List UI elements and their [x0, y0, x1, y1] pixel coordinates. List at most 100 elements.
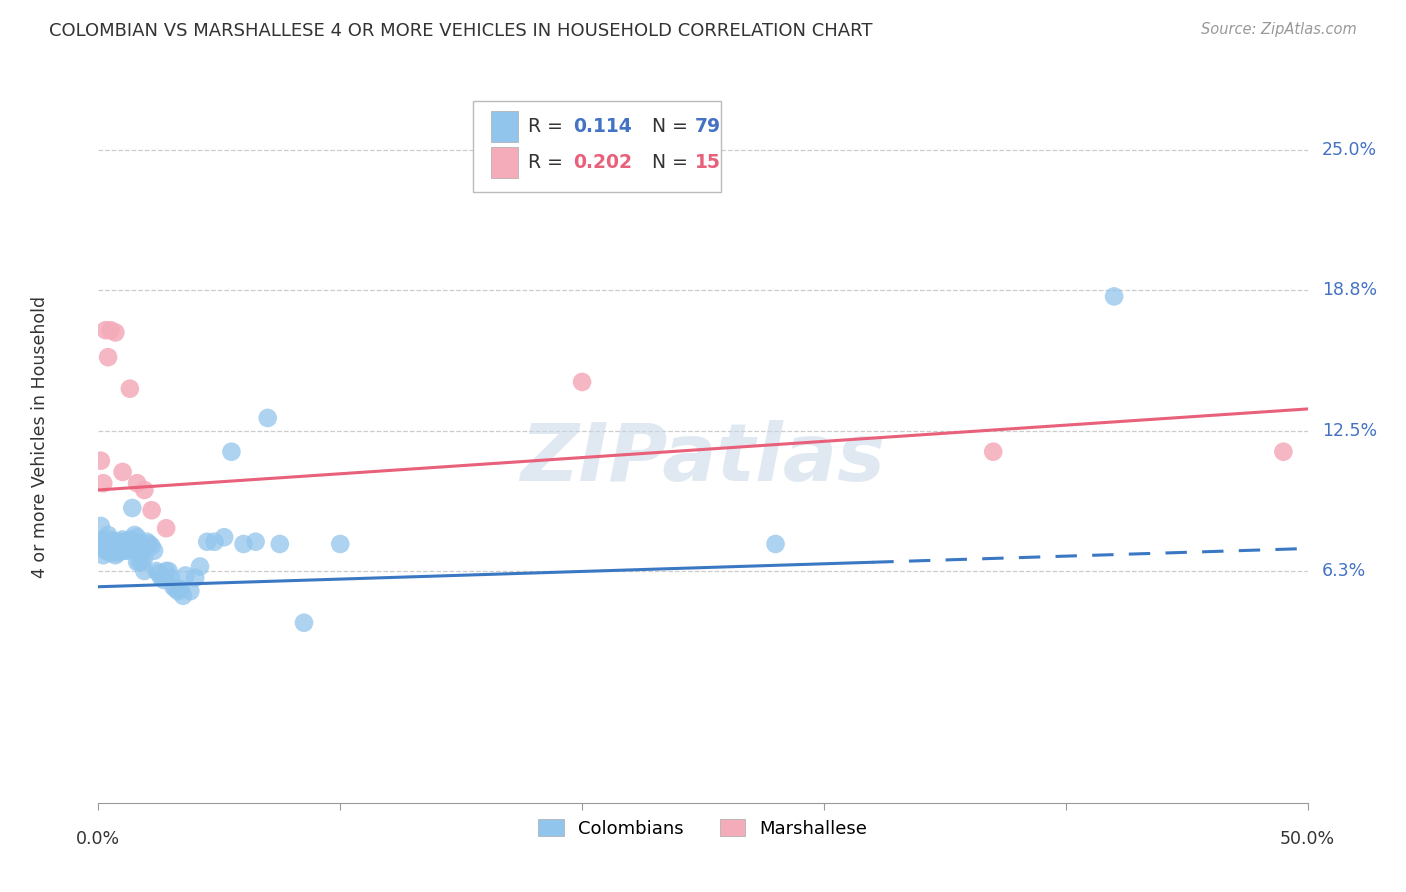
Point — [97, 543, 120, 558]
Point — [101, 543, 124, 558]
Point — [1102, 289, 1125, 303]
Point — [114, 543, 136, 558]
Point — [107, 541, 129, 556]
Point — [107, 546, 129, 560]
Point — [141, 503, 163, 517]
Point — [155, 521, 177, 535]
Point — [127, 476, 149, 491]
Text: N =: N = — [640, 117, 695, 136]
Point — [104, 534, 127, 549]
Text: R =: R = — [527, 153, 568, 172]
Text: 6.3%: 6.3% — [1322, 562, 1367, 580]
Point — [91, 533, 114, 547]
Point — [90, 537, 112, 551]
FancyBboxPatch shape — [492, 111, 517, 142]
Text: 0.202: 0.202 — [574, 153, 633, 172]
Point — [118, 533, 141, 547]
Point — [100, 323, 122, 337]
Point — [90, 519, 112, 533]
Point — [195, 534, 218, 549]
Point — [128, 555, 150, 569]
Point — [1272, 444, 1295, 458]
Point — [104, 539, 127, 553]
Point — [134, 483, 156, 497]
Point — [165, 582, 187, 596]
Point — [135, 534, 157, 549]
Text: R =: R = — [527, 117, 568, 136]
Point — [232, 537, 254, 551]
Text: 25.0%: 25.0% — [1322, 141, 1378, 159]
Text: 12.5%: 12.5% — [1322, 423, 1378, 441]
Point — [152, 573, 174, 587]
Point — [91, 548, 114, 562]
Point — [188, 559, 211, 574]
Text: 4 or more Vehicles in Household: 4 or more Vehicles in Household — [31, 296, 49, 578]
Point — [104, 326, 127, 340]
Point — [127, 555, 149, 569]
Point — [118, 382, 141, 396]
Legend: Colombians, Marshallese: Colombians, Marshallese — [531, 813, 875, 845]
Point — [204, 534, 226, 549]
Text: 0.114: 0.114 — [574, 117, 633, 136]
Point — [104, 543, 127, 558]
Point — [111, 537, 134, 551]
Point — [138, 537, 160, 551]
Text: 15: 15 — [695, 153, 720, 172]
Point — [174, 568, 197, 582]
Point — [212, 530, 235, 544]
Point — [91, 476, 114, 491]
Point — [160, 571, 183, 585]
Point — [157, 564, 180, 578]
Point — [104, 548, 127, 562]
Text: 50.0%: 50.0% — [1279, 830, 1336, 847]
Point — [167, 584, 190, 599]
Point — [97, 528, 120, 542]
Point — [121, 534, 143, 549]
Point — [134, 564, 156, 578]
Point — [128, 539, 150, 553]
Point — [134, 550, 156, 565]
Point — [114, 534, 136, 549]
Point — [111, 541, 134, 556]
Point — [101, 534, 124, 549]
Point — [145, 564, 167, 578]
Point — [117, 543, 139, 558]
Point — [127, 530, 149, 544]
FancyBboxPatch shape — [492, 147, 517, 178]
Point — [150, 571, 173, 585]
Point — [91, 539, 114, 553]
Point — [108, 543, 131, 558]
Point — [94, 541, 117, 556]
Point — [269, 537, 291, 551]
Point — [292, 615, 315, 630]
Text: 0.0%: 0.0% — [76, 830, 121, 847]
Point — [94, 534, 117, 549]
Point — [118, 541, 141, 556]
Point — [90, 453, 112, 467]
Point — [981, 444, 1004, 458]
Point — [162, 580, 184, 594]
Point — [124, 528, 146, 542]
Text: ZIPatlas: ZIPatlas — [520, 420, 886, 498]
Point — [184, 571, 207, 585]
Point — [155, 564, 177, 578]
Point — [148, 566, 170, 581]
Text: 18.8%: 18.8% — [1322, 281, 1378, 299]
Point — [221, 444, 243, 458]
Point — [97, 539, 120, 553]
Point — [256, 411, 278, 425]
FancyBboxPatch shape — [474, 101, 721, 192]
Point — [101, 539, 124, 553]
Point — [97, 350, 120, 364]
Point — [179, 584, 201, 599]
Text: N =: N = — [640, 153, 695, 172]
Point — [765, 537, 787, 551]
Point — [571, 375, 593, 389]
Point — [94, 323, 117, 337]
Point — [111, 533, 134, 547]
Point — [107, 537, 129, 551]
Point — [121, 500, 143, 515]
Point — [143, 543, 166, 558]
Point — [329, 537, 352, 551]
Point — [124, 534, 146, 549]
